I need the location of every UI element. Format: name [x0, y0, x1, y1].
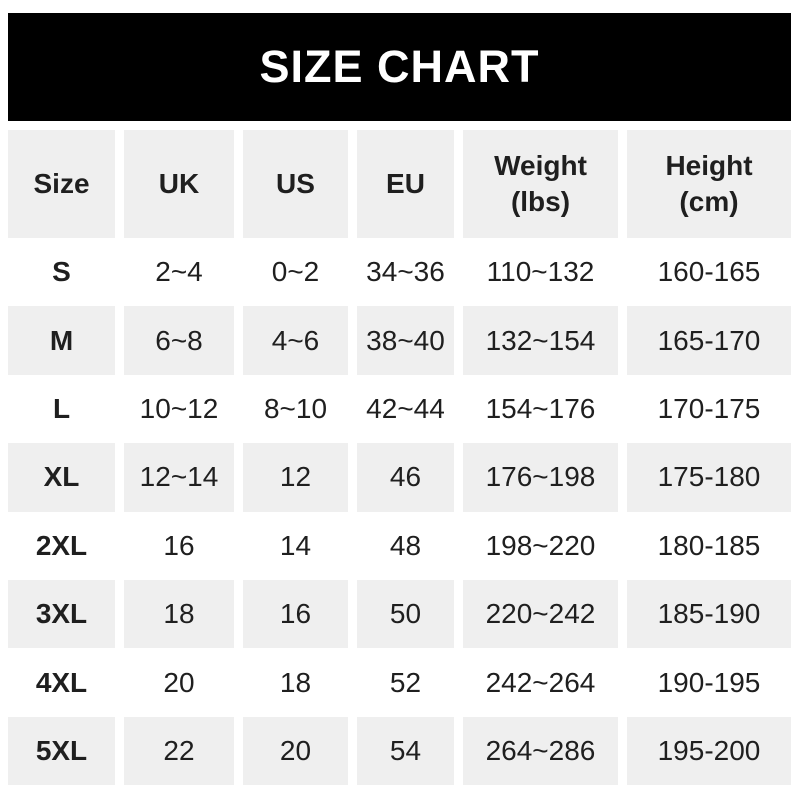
cell-weight: 242~264: [463, 648, 618, 717]
cell-size: 2XL: [8, 511, 115, 580]
column-header-height: Height (cm): [627, 130, 791, 238]
column-header-size: Size: [8, 130, 115, 238]
cell-uk: 12~14: [124, 443, 234, 512]
cell-eu: 46: [357, 443, 454, 512]
cell-height: 160-165: [627, 238, 791, 307]
size-table: Size UK US EU Weight (lbs) Height (cm) S…: [8, 130, 791, 786]
table-row-5xl: 5XL 22 20 54 264~286 195-200: [8, 716, 791, 786]
cell-size: S: [8, 238, 115, 307]
cell-size: XL: [8, 443, 115, 512]
table-row-4xl: 4XL 20 18 52 242~264 190-195: [8, 648, 791, 717]
cell-height: 175-180: [627, 443, 791, 512]
cell-eu: 42~44: [357, 374, 454, 444]
cell-uk: 22: [124, 716, 234, 786]
table-row-l: L 10~12 8~10 42~44 154~176 170-175: [8, 374, 791, 444]
table-row-xl: XL 12~14 12 46 176~198 175-180: [8, 443, 791, 512]
cell-eu: 54: [357, 716, 454, 786]
cell-size: M: [8, 306, 115, 375]
size-chart-title: SIZE CHART: [259, 41, 540, 92]
cell-weight: 110~132: [463, 238, 618, 307]
cell-us: 12: [243, 443, 348, 512]
cell-us: 8~10: [243, 374, 348, 444]
cell-eu: 34~36: [357, 238, 454, 307]
cell-uk: 6~8: [124, 306, 234, 375]
table-row-s: S 2~4 0~2 34~36 110~132 160-165: [8, 238, 791, 307]
table-row-2xl: 2XL 16 14 48 198~220 180-185: [8, 511, 791, 580]
cell-us: 0~2: [243, 238, 348, 307]
cell-eu: 48: [357, 511, 454, 580]
cell-uk: 16: [124, 511, 234, 580]
cell-us: 16: [243, 579, 348, 649]
cell-us: 20: [243, 716, 348, 786]
table-row-m: M 6~8 4~6 38~40 132~154 165-170: [8, 306, 791, 375]
cell-size: 3XL: [8, 579, 115, 649]
cell-uk: 18: [124, 579, 234, 649]
cell-weight: 176~198: [463, 443, 618, 512]
cell-eu: 50: [357, 579, 454, 649]
table-header-row: Size UK US EU Weight (lbs) Height (cm): [8, 130, 791, 238]
cell-weight: 132~154: [463, 306, 618, 375]
table-body: S 2~4 0~2 34~36 110~132 160-165 M 6~8 4~6 38~40 13…: [8, 238, 791, 786]
cell-us: 4~6: [243, 306, 348, 375]
cell-us: 14: [243, 511, 348, 580]
size-chart-banner: SIZE CHART: [8, 13, 791, 121]
column-header-eu: EU: [357, 130, 454, 238]
cell-uk: 20: [124, 648, 234, 717]
cell-weight: 154~176: [463, 374, 618, 444]
cell-size: 4XL: [8, 648, 115, 717]
cell-us: 18: [243, 648, 348, 717]
cell-uk: 2~4: [124, 238, 234, 307]
column-header-weight: Weight (lbs): [463, 130, 618, 238]
cell-height: 185-190: [627, 579, 791, 649]
cell-eu: 52: [357, 648, 454, 717]
cell-size: L: [8, 374, 115, 444]
cell-height: 165-170: [627, 306, 791, 375]
cell-height: 180-185: [627, 511, 791, 580]
cell-height: 190-195: [627, 648, 791, 717]
column-header-uk: UK: [124, 130, 234, 238]
column-header-us: US: [243, 130, 348, 238]
cell-weight: 198~220: [463, 511, 618, 580]
cell-weight: 264~286: [463, 716, 618, 786]
cell-height: 170-175: [627, 374, 791, 444]
cell-eu: 38~40: [357, 306, 454, 375]
cell-height: 195-200: [627, 716, 791, 786]
table-row-3xl: 3XL 18 16 50 220~242 185-190: [8, 579, 791, 649]
cell-size: 5XL: [8, 716, 115, 786]
cell-uk: 10~12: [124, 374, 234, 444]
cell-weight: 220~242: [463, 579, 618, 649]
